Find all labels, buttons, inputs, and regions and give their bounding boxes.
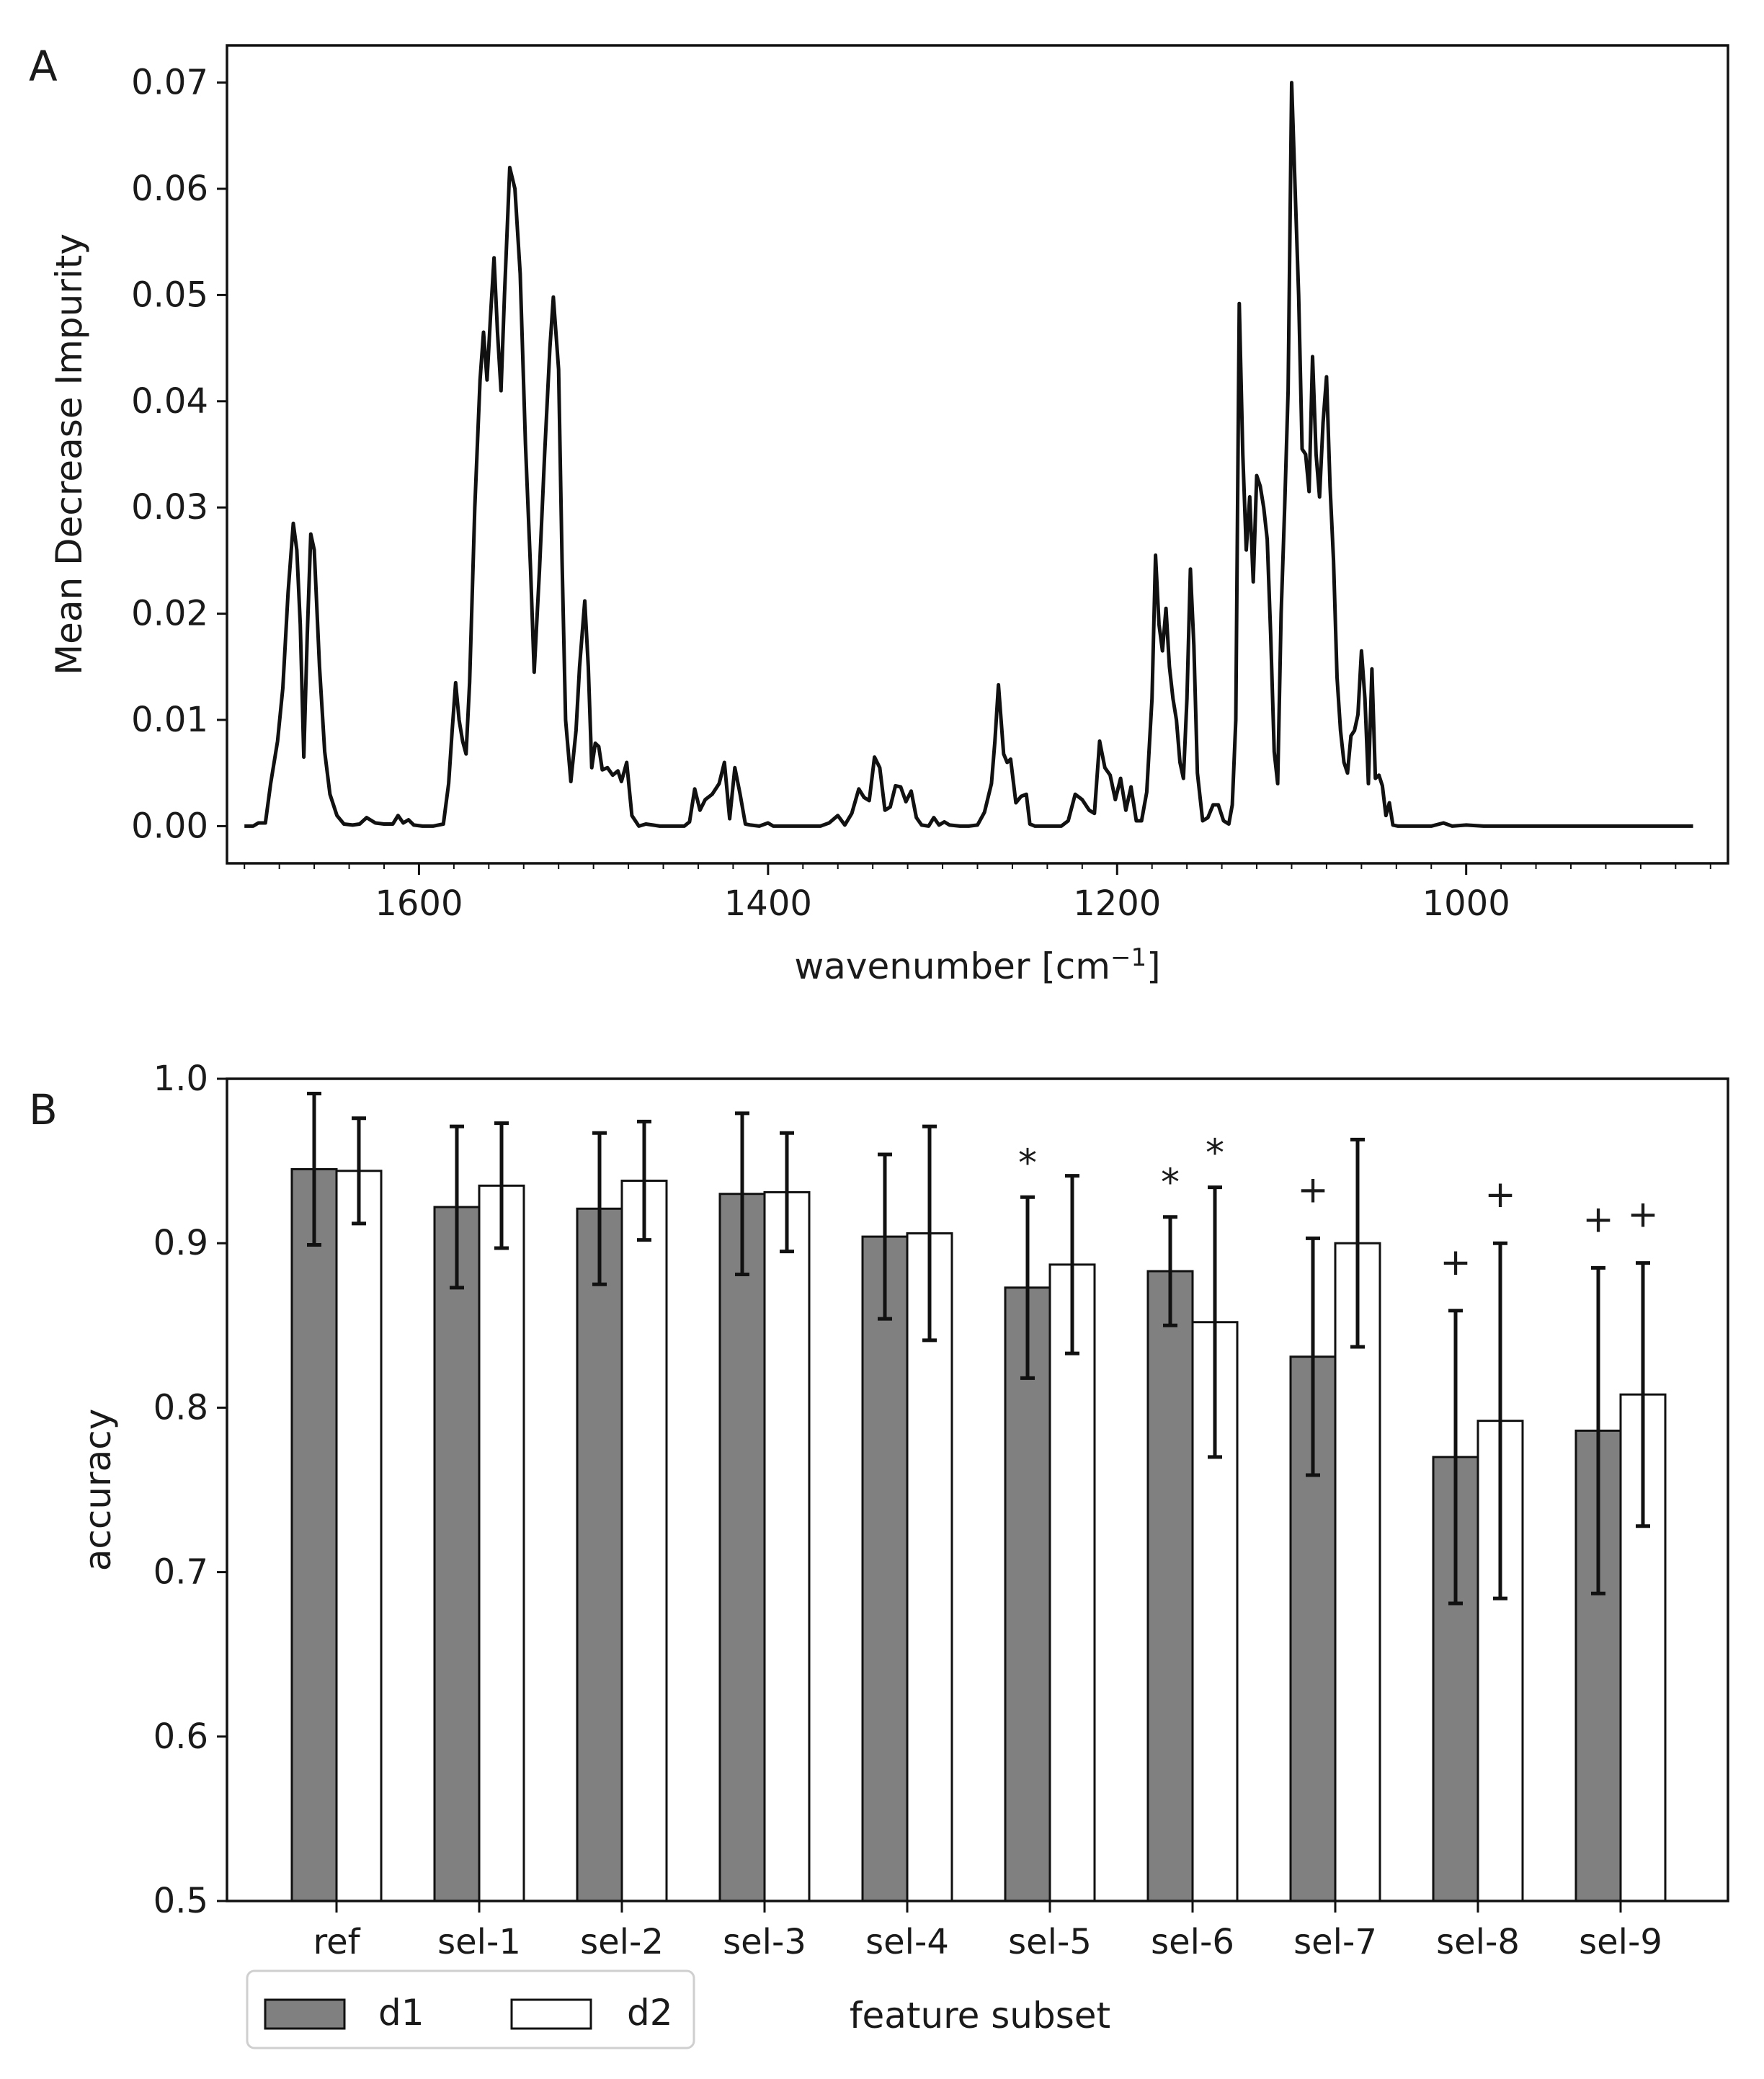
x-tick-label: sel-6 [1151,1922,1234,1962]
x-tick-label: sel-3 [723,1922,806,1962]
significance-marker: + [1627,1193,1659,1237]
bar-d1-sel-6 [1146,1270,1194,1902]
x-tick-label: 1000 [1422,883,1510,924]
bar-d1-ref [290,1168,338,1902]
panel-b: B * * * + + + + + ref sel-1 sel-2 sel-3 sel-4 sel-5 s… [29,1059,1729,2049]
x-tick-label: sel-2 [580,1922,664,1962]
significance-marker: + [1297,1168,1329,1211]
bar-d1-sel-5 [1004,1286,1051,1902]
x-tick-label: sel-4 [865,1922,949,1962]
bar-d1-sel-3 [718,1193,766,1902]
y-tick-label: 0.04 [131,381,208,422]
bar-d1-sel-4 [861,1235,909,1902]
y-tick-label: 0.03 [131,487,208,527]
y-tick-label: 0.06 [131,169,208,209]
significance-marker: + [1484,1173,1516,1216]
significance-marker: * [1161,1162,1180,1205]
y-tick-label: 0.8 [153,1387,208,1428]
x-tick-label: 1200 [1073,883,1161,924]
bar-d2-sel-5 [1048,1263,1096,1902]
y-tick-label: 0.9 [153,1223,208,1263]
significance-marker: + [1582,1198,1614,1241]
panel-a: A 0.00 0.01 0.02 0.03 0.04 0.05 0.06 0.07 1600 14… [29,42,1729,987]
panel-a-xlabel: wavenumber [cm−1] [794,943,1160,987]
x-tick-label: ref [313,1922,360,1962]
y-tick-label: 0.05 [131,275,208,315]
bar-d2-sel-2 [620,1179,668,1902]
significance-marker: * [1018,1141,1037,1185]
x-tick-label: sel-5 [1008,1922,1092,1962]
y-tick-label: 0.7 [153,1552,208,1593]
x-tick-label: sel-7 [1293,1922,1377,1962]
legend-label-d2: d2 [627,1992,673,2034]
y-tick-label: 0.07 [131,63,208,103]
panel-b-frame [226,1077,1729,1902]
y-tick-label: 0.02 [131,594,208,634]
x-tick-label: 1400 [724,883,812,924]
panel-b-letter: B [29,1085,58,1134]
y-tick-label: 0.00 [131,806,208,846]
importance-line [244,81,1693,828]
legend: d1 d2 [246,1969,695,2049]
significance-marker: * [1206,1132,1224,1175]
bar-d2-sel-1 [478,1184,525,1902]
panel-b-xlabel: feature subset [850,1995,1110,2036]
bar-d2-sel-3 [763,1190,811,1902]
legend-swatch-d2 [510,1998,592,2030]
panel-a-letter: A [29,42,58,91]
x-tick-label: sel-9 [1579,1922,1662,1962]
y-tick-label: 0.5 [153,1881,208,1921]
bar-d2-ref [335,1170,383,1902]
x-tick-label: sel-8 [1436,1922,1520,1962]
y-tick-label: 0.6 [153,1717,208,1757]
panel-b-ylabel: accuracy [77,1409,119,1572]
y-tick-label: 1.0 [153,1059,208,1099]
x-tick-label: 1600 [375,883,463,924]
x-tick-label: sel-1 [437,1922,521,1962]
y-tick-label: 0.01 [131,700,208,740]
bar-d2-sel-7 [1334,1242,1381,1902]
bar-d1-sel-1 [433,1206,481,1902]
significance-marker: + [1440,1241,1471,1284]
legend-swatch-d1 [264,1998,346,2030]
bar-d1-sel-2 [576,1207,623,1902]
panel-a-ylabel: Mean Decrease Impurity [48,233,90,675]
legend-label-d1: d1 [378,1992,424,2034]
